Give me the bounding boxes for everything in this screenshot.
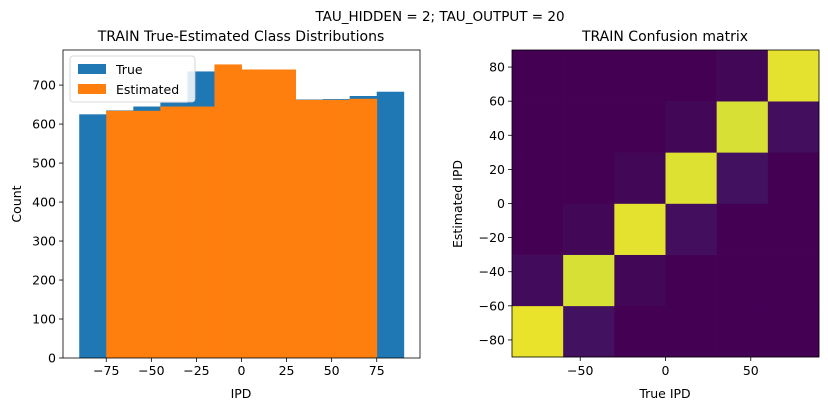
histogram-x-tick-label: 0 bbox=[238, 363, 246, 378]
cm-cell-2-0 bbox=[512, 203, 564, 255]
histogram-y-tick-label: 200 bbox=[32, 273, 56, 288]
cm-cell-5-1 bbox=[563, 50, 615, 102]
bar-estimated-6 bbox=[268, 69, 296, 359]
confusion-matrix-title: TRAIN Confusion matrix bbox=[581, 29, 748, 45]
cm-cell-3-1 bbox=[563, 152, 615, 204]
histogram-x-label: IPD bbox=[231, 386, 252, 401]
cm-y-tick-label: 40 bbox=[489, 128, 505, 143]
histogram-title: TRAIN True-Estimated Class Distributions bbox=[97, 29, 385, 45]
cm-cell-4-3 bbox=[665, 101, 717, 153]
histogram-y-tick-label: 0 bbox=[48, 351, 56, 366]
cm-y-tick-label: −20 bbox=[479, 230, 505, 245]
cm-cell-0-4 bbox=[716, 305, 769, 358]
histogram-x-tick-label: 75 bbox=[369, 363, 385, 378]
suptitle: TAU_HIDDEN = 2; TAU_OUTPUT = 20 bbox=[314, 9, 564, 25]
confusion-matrix-y-label: Estimated IPD bbox=[450, 160, 465, 248]
cm-cell-0-2 bbox=[614, 305, 666, 358]
cm-y-tick-label: 60 bbox=[489, 94, 505, 109]
bar-estimated-2 bbox=[160, 106, 188, 358]
cm-cell-1-5 bbox=[767, 254, 820, 307]
histogram-y-tick-label: 500 bbox=[32, 156, 56, 171]
bar-estimated-7 bbox=[295, 99, 324, 358]
legend-label-estimated: Estimated bbox=[116, 82, 179, 97]
bar-estimated-4 bbox=[214, 64, 242, 358]
bar-estimated-3 bbox=[187, 106, 215, 358]
cm-cell-1-4 bbox=[716, 254, 769, 307]
histogram-x-ticks: −75 −50 −25 0 25 50 75 bbox=[93, 358, 385, 378]
cm-x-tick-label: −50 bbox=[567, 363, 593, 378]
histogram-y-label: Count bbox=[9, 185, 24, 222]
histogram-x-tick-label: −25 bbox=[183, 363, 209, 378]
cm-cell-0-0 bbox=[512, 305, 564, 358]
cm-cell-2-5 bbox=[767, 203, 820, 255]
cm-cell-5-0 bbox=[512, 50, 564, 102]
cm-cell-2-2 bbox=[614, 203, 666, 255]
histogram-y-tick-label: 300 bbox=[32, 234, 56, 249]
cm-y-tick-label: 0 bbox=[497, 196, 505, 211]
legend-swatch-true bbox=[78, 64, 106, 74]
confusion-matrix-panel: TRAIN Confusion matrix −50 0 50 −80−60−40−… bbox=[450, 29, 820, 401]
histogram-y-tick-label: 600 bbox=[32, 117, 56, 132]
confusion-matrix-y-ticks: −80 −60 −40 −20 0 20 40 60 80 bbox=[479, 60, 512, 347]
cm-cell-3-0 bbox=[512, 152, 564, 204]
cm-cell-1-3 bbox=[665, 254, 717, 307]
bar-true-0 bbox=[79, 114, 107, 358]
cm-x-tick-label: 50 bbox=[743, 363, 759, 378]
histogram-x-tick-label: −75 bbox=[93, 363, 119, 378]
histogram-panel: TRAIN True-Estimated Class Distributions… bbox=[9, 29, 421, 401]
cm-cell-4-2 bbox=[614, 101, 666, 153]
bar-estimated-8 bbox=[322, 99, 351, 358]
histogram-x-tick-label: 50 bbox=[324, 363, 340, 378]
cm-cell-0-5 bbox=[767, 305, 820, 358]
histogram-y-tick-label: 700 bbox=[32, 78, 56, 93]
bar-estimated-1 bbox=[133, 110, 161, 358]
cm-cell-4-0 bbox=[512, 101, 564, 153]
cm-y-tick-label: −60 bbox=[479, 298, 505, 313]
legend: True Estimated bbox=[69, 55, 196, 103]
cm-cell-3-2 bbox=[614, 152, 666, 204]
bar-estimated-5 bbox=[241, 69, 269, 359]
cm-cell-0-1 bbox=[563, 305, 615, 358]
bar-true-11 bbox=[376, 91, 405, 358]
cm-y-tick-label: 20 bbox=[489, 162, 505, 177]
cm-cell-0-3 bbox=[665, 305, 717, 358]
cm-x-tick-label: 0 bbox=[662, 363, 670, 378]
cm-cell-1-1 bbox=[563, 254, 615, 307]
cm-y-tick-label: −40 bbox=[479, 264, 505, 279]
confusion-matrix-x-label: True IPD bbox=[638, 386, 690, 401]
histogram-y-tick-label: 100 bbox=[32, 312, 56, 327]
cm-cell-2-3 bbox=[665, 203, 717, 255]
histogram-y-ticks: 0 100 200 300 400 500 600 700 bbox=[32, 78, 63, 366]
cm-cell-1-0 bbox=[512, 254, 564, 307]
legend-swatch-estimated bbox=[78, 84, 106, 94]
cm-cell-5-5 bbox=[767, 50, 820, 102]
cm-cell-3-5 bbox=[767, 152, 820, 204]
cm-cell-2-1 bbox=[563, 203, 615, 255]
cm-cell-4-1 bbox=[563, 101, 615, 153]
cm-cell-1-2 bbox=[614, 254, 666, 307]
cm-cell-2-4 bbox=[716, 203, 769, 255]
histogram-y-tick-label: 400 bbox=[32, 195, 56, 210]
legend-label-true: True bbox=[115, 62, 143, 77]
cm-y-tick-label: 80 bbox=[489, 60, 505, 75]
histogram-bars bbox=[79, 64, 405, 359]
cm-cell-5-4 bbox=[716, 50, 769, 102]
cm-y-tick-label: −80 bbox=[479, 332, 505, 347]
cm-cell-3-3 bbox=[665, 152, 717, 204]
bar-estimated-0 bbox=[106, 110, 134, 358]
cm-cell-4-4 bbox=[716, 101, 769, 153]
histogram-x-tick-label: 25 bbox=[279, 363, 295, 378]
cm-cell-5-2 bbox=[614, 50, 666, 102]
confusion-matrix-x-ticks: −50 0 50 bbox=[567, 357, 759, 378]
bar-estimated-9 bbox=[349, 98, 378, 358]
cm-cell-3-4 bbox=[716, 152, 769, 204]
confusion-matrix-cells bbox=[512, 50, 820, 358]
histogram-x-tick-label: −50 bbox=[138, 363, 164, 378]
cm-cell-5-3 bbox=[665, 50, 717, 102]
cm-cell-4-5 bbox=[767, 101, 820, 153]
